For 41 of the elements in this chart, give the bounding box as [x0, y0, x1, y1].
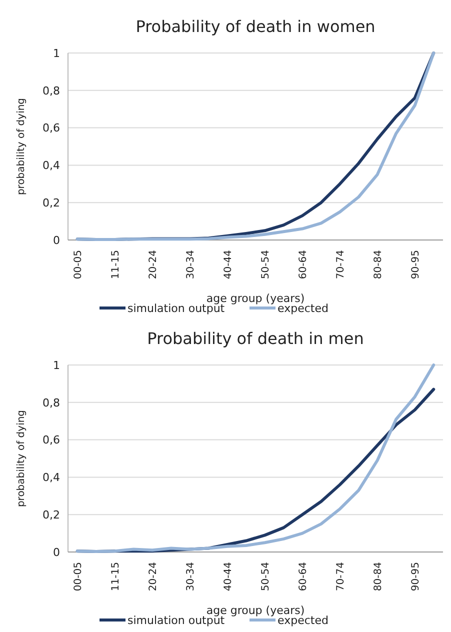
x-tick-label: 30-34	[185, 250, 196, 280]
x-axis-title: age group (years)	[206, 292, 305, 305]
x-tick-label: 20-24	[148, 562, 159, 592]
x-tick-label: 60-64	[298, 562, 309, 592]
x-tick-label: 70-74	[335, 562, 346, 592]
y-tick-label: 1	[53, 358, 60, 372]
x-tick-label: 40-44	[222, 250, 234, 280]
y-tick-label: 0,4	[42, 471, 60, 484]
y-tick-label: 0,8	[42, 396, 60, 410]
x-tick-label: 70-74	[335, 250, 346, 280]
x-tick-label: 90-95	[410, 250, 422, 280]
y-tick-label: 0,4	[42, 159, 60, 172]
y-tick-label: 0,2	[42, 196, 60, 210]
x-tick-label: 30-34	[185, 562, 196, 592]
x-tick-label: 11-15	[110, 250, 122, 280]
y-axis-title: probability of dying	[16, 410, 27, 508]
x-axis-title: age group (years)	[206, 604, 305, 617]
x-tick-label: 11-15	[110, 562, 122, 592]
y-tick-label: 0,6	[42, 434, 60, 447]
legend-label: expected	[278, 302, 328, 315]
legend-label: expected	[278, 614, 328, 627]
x-tick-label: 40-44	[222, 562, 234, 592]
x-tick-label: 50-54	[260, 562, 272, 592]
y-axis-title: probability of dying	[16, 98, 27, 196]
y-tick-label: 1	[53, 46, 60, 60]
line-series	[76, 52, 436, 241]
x-tick-label: 80-84	[372, 562, 384, 592]
chart-title: Probability of death in men	[147, 329, 364, 348]
y-tick-label: 0,8	[42, 84, 60, 98]
x-tick-label: 80-84	[372, 250, 384, 280]
x-tick-label: 60-64	[298, 250, 309, 280]
x-tick-label: 00-05	[72, 250, 84, 280]
y-tick-label: 0	[53, 546, 60, 559]
x-tick-label: 20-24	[148, 250, 159, 280]
y-tick-label: 0,6	[42, 122, 60, 135]
y-tick-label: 0	[53, 234, 60, 247]
chart-title: Probability of death in women	[136, 17, 376, 36]
x-tick-label: 50-54	[260, 250, 272, 280]
x-tick-label: 00-05	[72, 562, 84, 592]
x-tick-label: 90-95	[410, 562, 422, 592]
y-tick-label: 0,2	[42, 508, 60, 522]
